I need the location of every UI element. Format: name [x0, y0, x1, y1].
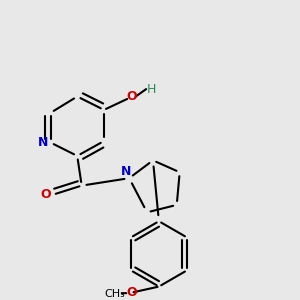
Text: N: N	[38, 136, 48, 149]
Text: O: O	[127, 286, 137, 299]
Text: O: O	[126, 90, 137, 103]
Text: N: N	[121, 165, 131, 178]
Text: H: H	[147, 82, 156, 96]
Text: O: O	[41, 188, 51, 201]
Text: CH₃: CH₃	[104, 289, 125, 299]
